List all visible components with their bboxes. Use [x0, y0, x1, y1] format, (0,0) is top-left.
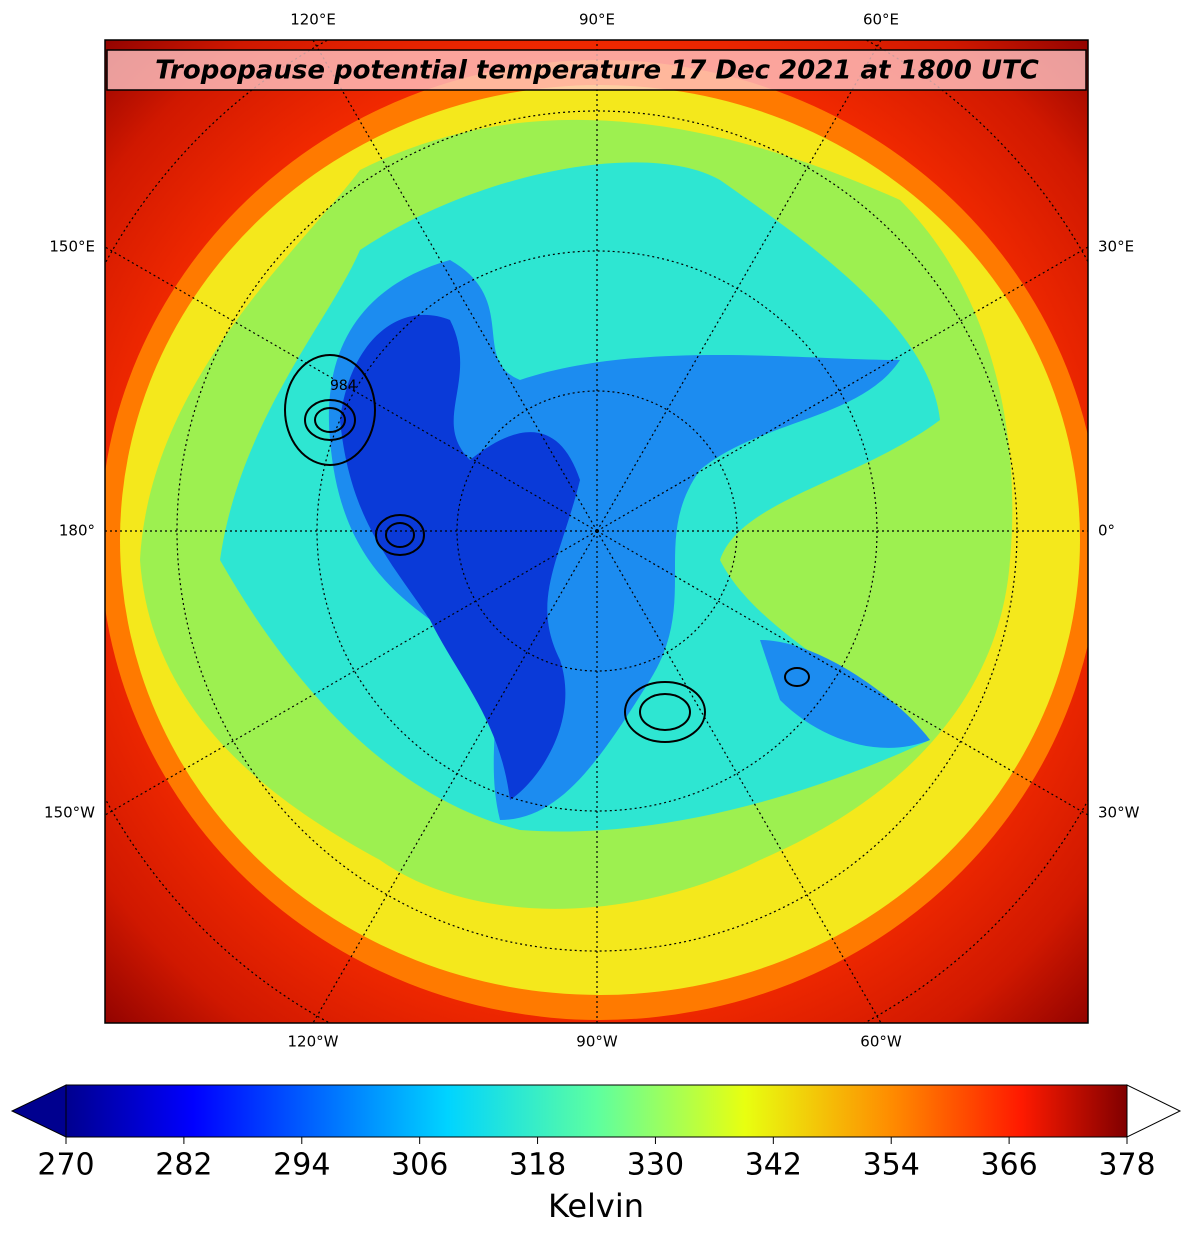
map-title: Tropopause potential temperature 17 Dec …: [155, 56, 1039, 86]
colorbar-ticks: 270 282 294 306 318 330 342 354 366 378: [37, 1137, 1156, 1183]
coordinate-label: 180°: [59, 522, 95, 540]
field-region: [328, 260, 900, 820]
coordinate-label: 30°E: [1098, 238, 1134, 256]
field-region: [340, 314, 580, 800]
coordinate-label: 120°E: [290, 11, 336, 29]
colorbar-extend-high: [1126, 1084, 1182, 1138]
field-region: [760, 640, 930, 748]
colorbar: [65, 1084, 1128, 1138]
map-frame: [104, 39, 1089, 1024]
colorbar-tick-label: 306: [391, 1148, 448, 1183]
title-box: [106, 49, 1087, 91]
coordinate-labels: 120°E 90°E 60°E 150°E 180° 150°W 30°E 0° 30°W 120…: [44, 11, 1140, 1051]
pressure-contours: [284, 354, 810, 743]
contour-label: 984: [330, 378, 357, 394]
colorbar-extend-low: [10, 1084, 67, 1138]
coordinate-label: 90°E: [579, 11, 615, 29]
colorbar-tick-label: 378: [1098, 1148, 1155, 1183]
coordinate-label: 60°W: [860, 1033, 902, 1051]
colorbar-tick-label: 282: [155, 1148, 212, 1183]
coordinate-label: 30°W: [1098, 804, 1140, 822]
colorbar-tick-label: 294: [273, 1148, 330, 1183]
colorbar-tick-label: 270: [37, 1148, 94, 1183]
colorbar-tick-label: 318: [509, 1148, 566, 1183]
coordinate-label: 120°W: [288, 1033, 339, 1051]
map-field: 984: [105, 40, 1088, 1023]
coordinate-label: 150°E: [49, 238, 95, 256]
graticule: [105, 40, 1088, 1023]
colorbar-tick-label: 342: [745, 1148, 802, 1183]
coordinate-label: 0°: [1098, 522, 1115, 540]
colorbar-tick-label: 366: [980, 1148, 1037, 1183]
coordinate-label: 90°W: [576, 1033, 618, 1051]
coordinate-label: 150°W: [44, 804, 95, 822]
coordinate-label: 60°E: [863, 11, 899, 29]
colorbar-tick-label: 354: [863, 1148, 920, 1183]
colorbar-tick-label: 330: [627, 1148, 684, 1183]
colorbar-label: Kelvin: [548, 1187, 644, 1225]
